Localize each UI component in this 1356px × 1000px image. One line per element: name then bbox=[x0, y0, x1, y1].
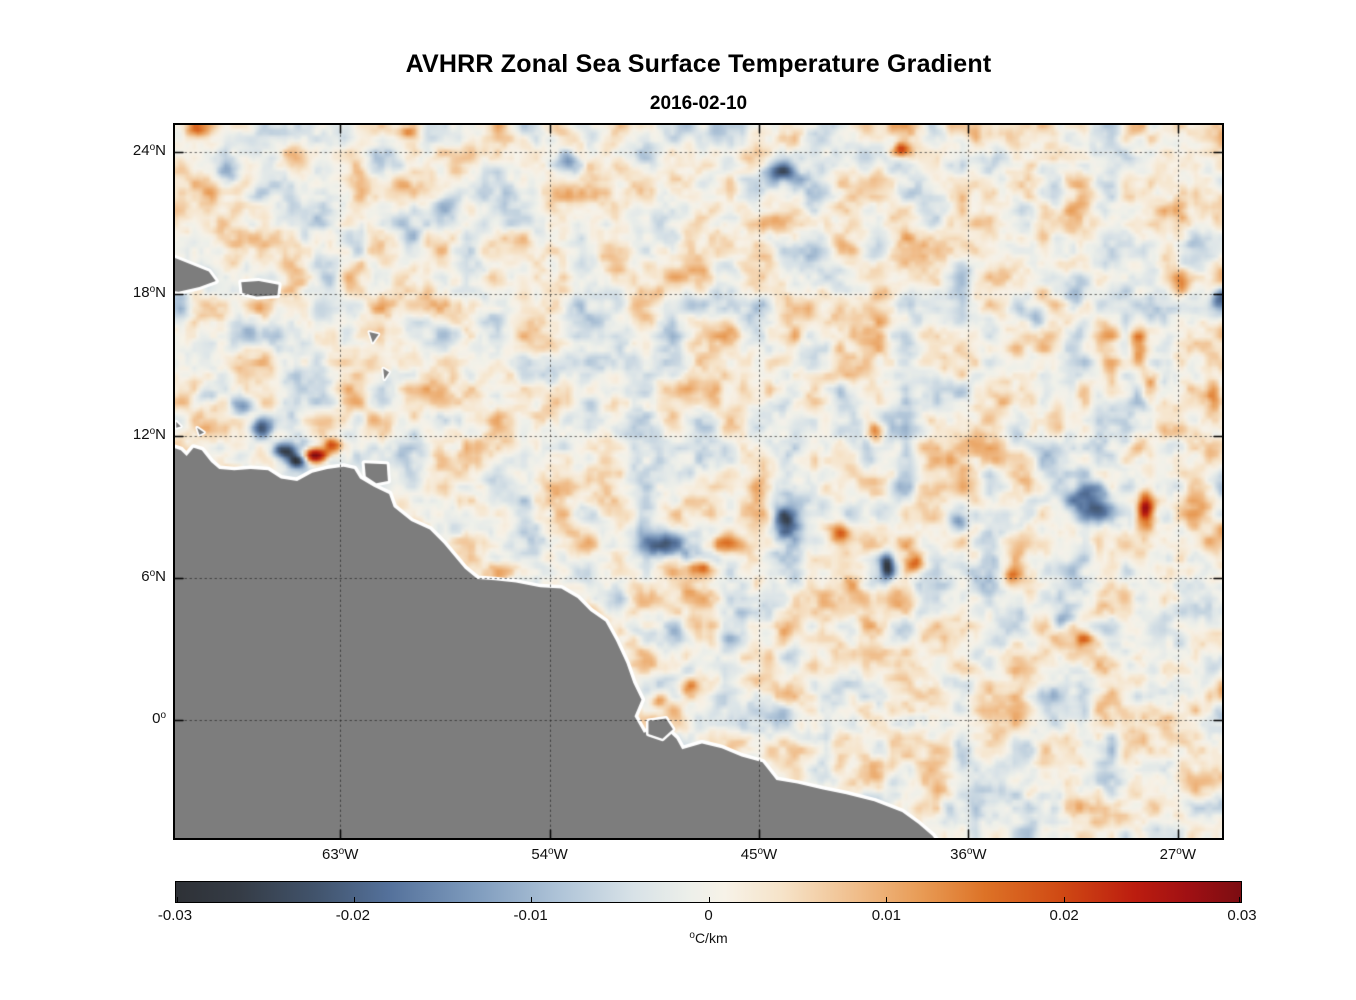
degree-symbol: o bbox=[338, 846, 345, 857]
colorbar-tick-label: -0.01 bbox=[513, 907, 548, 924]
colorbar-tick-label: -0.02 bbox=[335, 907, 370, 924]
degree-symbol: o bbox=[149, 567, 156, 579]
x-tick-label: 54oW bbox=[531, 846, 568, 863]
colorbar-tick-mark bbox=[1239, 897, 1241, 902]
degree-symbol: o bbox=[548, 846, 554, 857]
degree-symbol: o bbox=[757, 846, 764, 857]
degree-symbol: o bbox=[1176, 846, 1182, 857]
colorbar-unit-label: oC/km bbox=[175, 930, 1242, 946]
degree-symbol: o bbox=[689, 930, 695, 941]
colorbar-tick-mark bbox=[353, 897, 355, 902]
degree-symbol: o bbox=[160, 709, 166, 721]
colorbar-tick-label: 0.01 bbox=[871, 907, 901, 924]
chart-title: AVHRR Zonal Sea Surface Temperature Grad… bbox=[405, 50, 992, 78]
y-tick-label: 6oN bbox=[141, 567, 166, 585]
y-tick-label: 0o bbox=[152, 709, 166, 727]
colorbar-tick-label: 0 bbox=[704, 907, 713, 924]
colorbar-tick-label: 0.03 bbox=[1227, 907, 1257, 924]
colorbar-unit-text: C/km bbox=[694, 930, 728, 946]
y-tick-label: 12oN bbox=[132, 425, 166, 443]
y-tick-label: 24oN bbox=[132, 142, 166, 160]
x-tick-label: 36oW bbox=[950, 846, 987, 863]
colorbar bbox=[175, 881, 1242, 903]
chart-subtitle: 2016-02-10 bbox=[649, 93, 748, 114]
colorbar-tick-mark bbox=[1063, 897, 1065, 902]
degree-symbol: o bbox=[149, 425, 156, 437]
heatmap-canvas bbox=[175, 125, 1222, 838]
x-tick-label: 63oW bbox=[321, 846, 359, 863]
colorbar-tick-label: -0.03 bbox=[157, 907, 193, 924]
degree-symbol: o bbox=[149, 284, 156, 296]
degree-symbol: o bbox=[149, 142, 156, 154]
degree-symbol: o bbox=[966, 846, 973, 857]
colorbar-tick-mark bbox=[531, 897, 532, 902]
y-tick-label: 18oN bbox=[132, 284, 166, 302]
x-tick-label: 45oW bbox=[740, 846, 778, 863]
colorbar-tick-mark bbox=[708, 897, 710, 902]
x-tick-label: 27oW bbox=[1159, 846, 1196, 863]
colorbar-tick-mark bbox=[886, 897, 887, 902]
colorbar-tick-mark bbox=[177, 897, 179, 902]
colorbar-tick-label: 0.02 bbox=[1049, 907, 1079, 924]
map-plot-area bbox=[173, 123, 1224, 840]
